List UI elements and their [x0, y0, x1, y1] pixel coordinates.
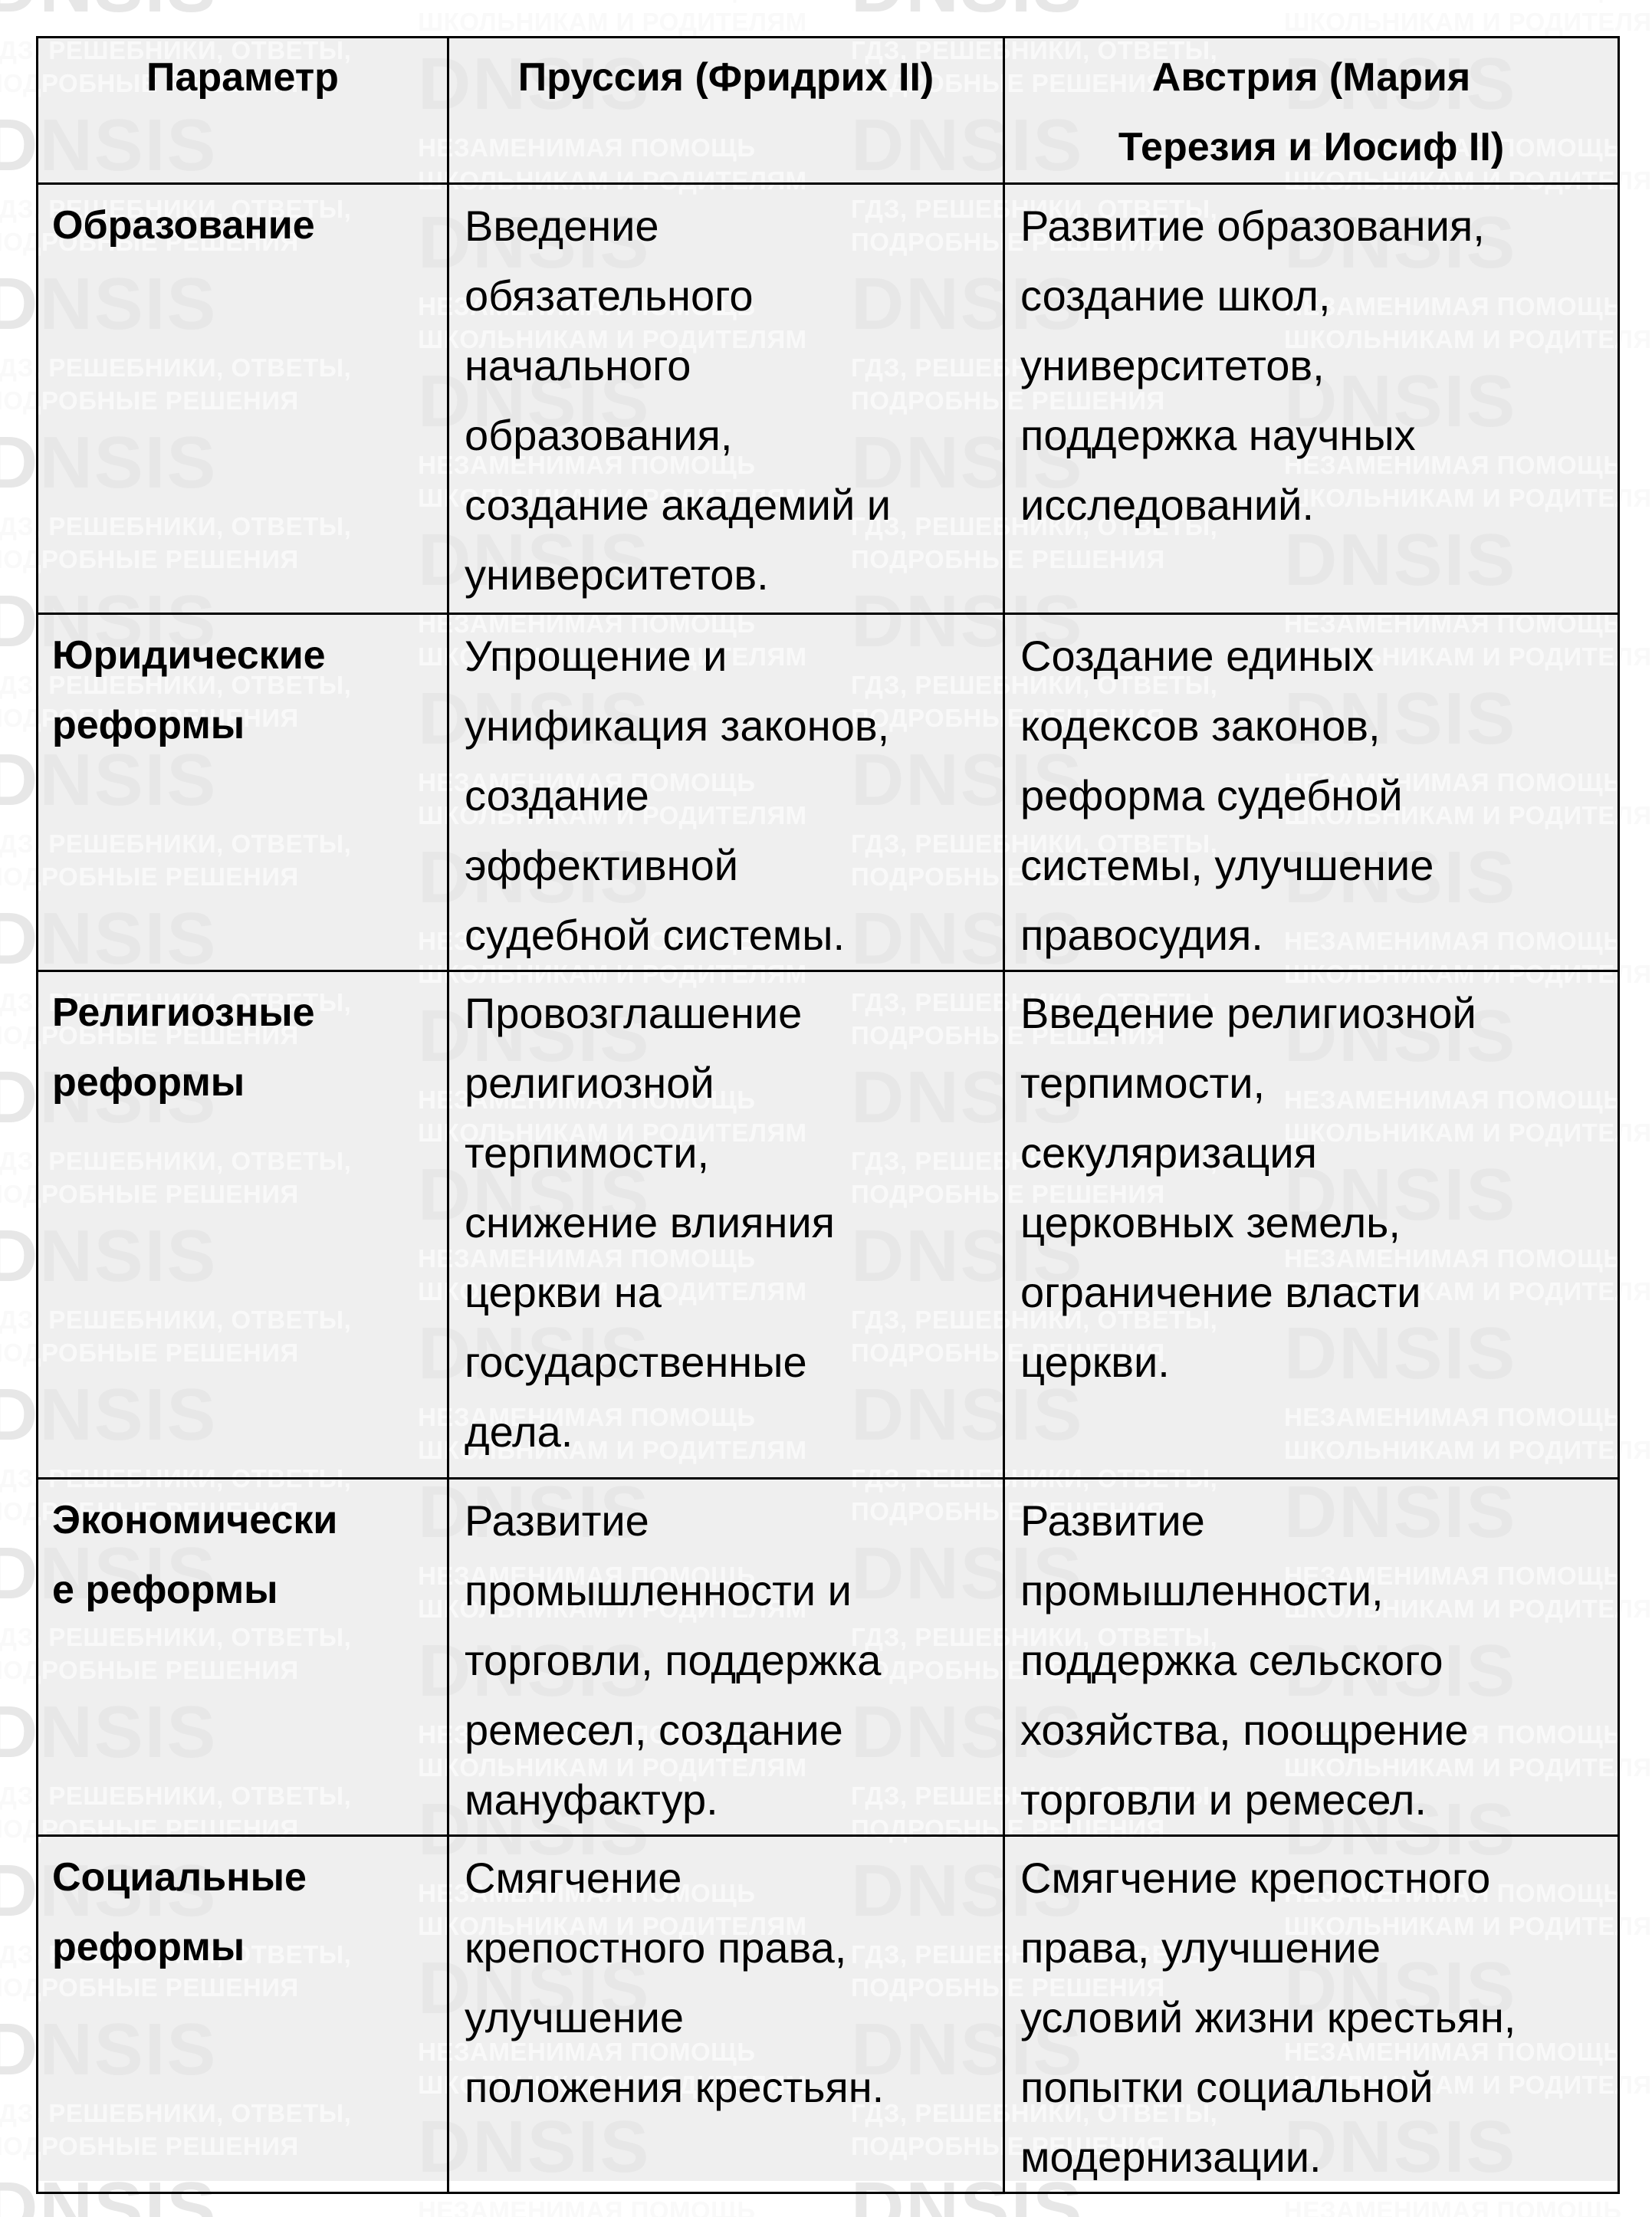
table-row: Социальные реформы Смягчение крепостного…: [36, 1834, 1620, 2194]
cell-education-prussia: Введение обязательного начального образо…: [447, 182, 1005, 615]
row-label-social-reforms: Социальные реформы: [36, 1834, 449, 2194]
cell-legal-prussia: Упрощение и унификация законов, создание…: [447, 613, 1005, 972]
comparison-table: Параметр Пруссия (Фридрих II) Австрия (М…: [36, 36, 1620, 2194]
cell-social-austria: Смягчение крепостного права, улучшение у…: [1003, 1834, 1620, 2194]
row-label-education: Образование: [36, 182, 449, 615]
row-label-legal-reforms: Юридические реформы: [36, 613, 449, 972]
row-label-economic-reforms: Экономически е реформы: [36, 1477, 449, 1837]
cell-social-prussia: Смягчение крепостного права, улучшение п…: [447, 1834, 1005, 2194]
cell-education-austria: Развитие образования, создание школ, уни…: [1003, 182, 1620, 615]
row-label-religious-reforms: Религиозные реформы: [36, 970, 449, 1480]
cell-religious-austria: Введение религиозной терпимости, секуляр…: [1003, 970, 1620, 1480]
cell-legal-austria: Создание единых кодексов законов, реформ…: [1003, 613, 1620, 972]
header-parameter: Параметр: [36, 36, 449, 185]
watermark-caption-text: НЕЗАМЕНИМАЯ ПОМОЩЬ ШКОЛЬНИКАМ И РОДИТЕЛЯ…: [1284, 0, 1652, 36]
table-row: Религиозные реформы Провозглашение религ…: [36, 970, 1620, 1480]
table-row: Образование Введение обязательного начал…: [36, 182, 1620, 615]
watermark-caption-text: НЕЗАМЕНИМАЯ ПОМОЩЬ ШКОЛЬНИКАМ И РОДИТЕЛЯ…: [418, 0, 807, 36]
table-row: Юридические реформы Упрощение и унификац…: [36, 613, 1620, 972]
cell-economic-austria: Развитие промышленности, поддержка сельс…: [1003, 1477, 1620, 1837]
watermark-caption-text: НЕЗАМЕНИМАЯ ПОМОЩЬ ШКОЛЬНИКАМ И РОДИТЕЛЯ…: [1284, 2196, 1622, 2217]
table-header-row: Параметр Пруссия (Фридрих II) Австрия (М…: [36, 36, 1620, 185]
watermark-brand-text: DNSIS: [0, 0, 414, 24]
watermark-brand-text: DNSIS: [851, 0, 1280, 24]
watermark-caption-text: НЕЗАМЕНИМАЯ ПОМОЩЬ ШКОЛЬНИКАМ И РОДИТЕЛЯ…: [418, 2196, 756, 2217]
header-prussia: Пруссия (Фридрих II): [447, 36, 1005, 185]
cell-economic-prussia: Развитие промышленности и торговли, подд…: [447, 1477, 1005, 1837]
cell-religious-prussia: Провозглашение религиозной терпимости, с…: [447, 970, 1005, 1480]
header-austria: Австрия (Мария Терезия и Иосиф II): [1003, 36, 1620, 185]
table-row: Экономически е реформы Развитие промышле…: [36, 1477, 1620, 1837]
